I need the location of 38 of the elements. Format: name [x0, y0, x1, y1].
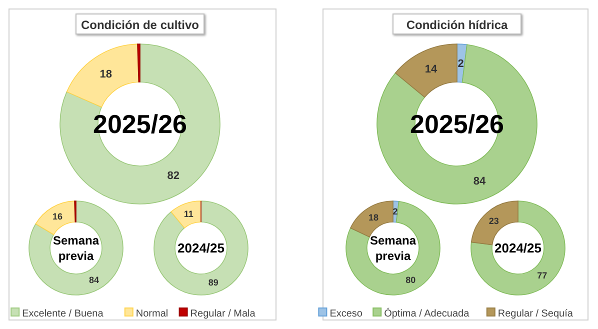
data-label: 14: [424, 64, 438, 76]
legend-label: Óptima / Adecuada: [384, 308, 470, 320]
data-label: 89: [208, 277, 218, 288]
donut-slice: [394, 44, 458, 98]
donut-slice: [60, 44, 220, 204]
data-label: 84: [473, 176, 486, 188]
donut-slice: [470, 200, 566, 296]
donut-slice: [346, 200, 440, 296]
data-label: 23: [488, 216, 499, 226]
data-label: 84: [88, 274, 100, 285]
data-label: 80: [406, 275, 416, 286]
donut-slice: [350, 200, 394, 238]
data-label: 82: [167, 170, 180, 182]
data-label: 18: [368, 212, 378, 222]
text: Semana previa: [52, 234, 100, 263]
text: Semana previa: [370, 234, 416, 263]
text: 2025/26: [93, 109, 187, 140]
chart-title: Condición de cultivo: [80, 18, 200, 32]
donut-slice: [154, 200, 248, 296]
legend-label: Regular / Sequía: [498, 308, 574, 320]
legend-label: Exceso: [330, 308, 363, 320]
legend-label: Excelente / Buena: [22, 308, 104, 320]
data-label: 18: [100, 68, 112, 80]
legend-label: Normal: [136, 308, 168, 320]
data-label: 16: [52, 212, 63, 222]
chart-title: Condición hídrica: [406, 18, 508, 32]
legend-label: Regular / Mala: [190, 308, 256, 320]
donut-slice: [137, 44, 140, 82]
donut-slice: [170, 200, 202, 228]
text: 2024/25: [178, 240, 224, 256]
data-label: 77: [537, 270, 548, 281]
donut-slice: [66, 44, 140, 108]
text: 2024/25: [494, 240, 542, 256]
data-label: 11: [184, 208, 194, 219]
data-label: 2: [458, 58, 464, 70]
donut-slice: [376, 44, 538, 204]
donut-slice: [28, 200, 124, 296]
donut-slice: [35, 200, 76, 236]
